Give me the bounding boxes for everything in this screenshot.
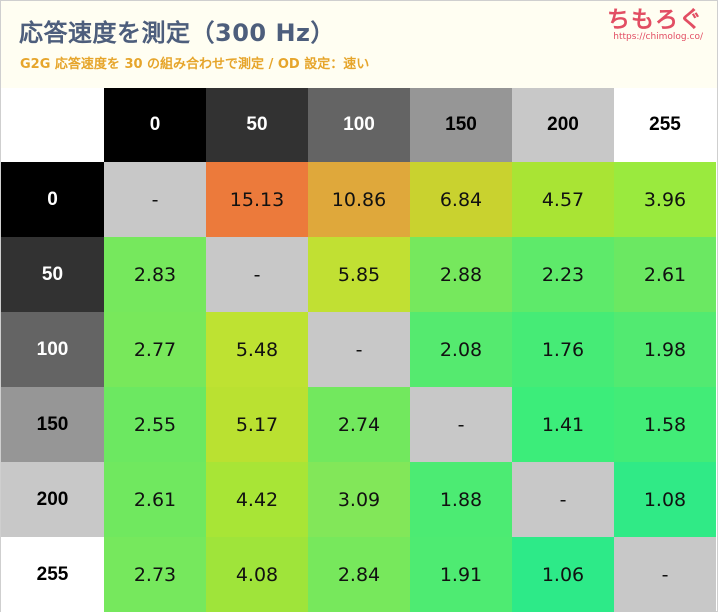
column-header: 100 (308, 88, 410, 162)
logo-text: ちもろぐ (607, 7, 703, 33)
data-cell: 1.08 (614, 462, 716, 537)
column-header: 255 (614, 88, 716, 162)
row-header: 50 (1, 237, 104, 312)
data-cell: 5.85 (308, 237, 410, 312)
data-cell: 1.76 (512, 312, 614, 387)
row-header: 150 (1, 387, 104, 462)
data-cell: - (308, 312, 410, 387)
column-header: 200 (512, 88, 614, 162)
data-cell: 2.61 (104, 462, 206, 537)
data-cell: 2.77 (104, 312, 206, 387)
row-header: 0 (1, 162, 104, 237)
row-header: 100 (1, 312, 104, 387)
data-cell: 5.17 (206, 387, 308, 462)
data-cell: 1.06 (512, 537, 614, 612)
data-cell: 1.91 (410, 537, 512, 612)
site-logo: ちもろぐ https://chimolog.co/ (607, 5, 703, 42)
column-header: 50 (206, 88, 308, 162)
data-cell: 2.88 (410, 237, 512, 312)
data-cell: 4.42 (206, 462, 308, 537)
data-cell: 3.96 (614, 162, 716, 237)
row-header: 255 (1, 537, 104, 612)
data-cell: 5.48 (206, 312, 308, 387)
data-cell: 2.83 (104, 237, 206, 312)
data-cell: 2.73 (104, 537, 206, 612)
data-cell: - (104, 162, 206, 237)
data-cell: 3.09 (308, 462, 410, 537)
chart-title: 応答速度を測定（300 Hz） (19, 19, 336, 47)
data-cell: - (206, 237, 308, 312)
data-cell: 10.86 (308, 162, 410, 237)
data-cell: 2.08 (410, 312, 512, 387)
column-header: 150 (410, 88, 512, 162)
data-cell: 2.61 (614, 237, 716, 312)
data-cell: 2.23 (512, 237, 614, 312)
data-cell: 15.13 (206, 162, 308, 237)
heatmap-grid: 0 50 100 150 200 255 0-15.13 10.86 6.84 4.57 3.96 5… (1, 88, 716, 612)
logo-url: https://chimolog.co/ (613, 32, 703, 42)
data-cell: 1.41 (512, 387, 614, 462)
column-header: 0 (104, 88, 206, 162)
grid-corner (1, 88, 104, 162)
data-cell: 2.74 (308, 387, 410, 462)
data-cell: 1.58 (614, 387, 716, 462)
data-cell: 1.98 (614, 312, 716, 387)
data-cell: 6.84 (410, 162, 512, 237)
data-cell: 1.88 (410, 462, 512, 537)
data-cell: - (410, 387, 512, 462)
data-cell: - (512, 462, 614, 537)
data-cell: 4.57 (512, 162, 614, 237)
data-cell: 2.55 (104, 387, 206, 462)
row-header: 200 (1, 462, 104, 537)
data-cell: 4.08 (206, 537, 308, 612)
data-cell: - (614, 537, 716, 612)
chart-subtitle: G2G 応答速度を 30 の組み合わせで測定 / OD 設定：速い (20, 57, 370, 72)
header-bar: 応答速度を測定（300 Hz） G2G 応答速度を 30 の組み合わせで測定 /… (1, 1, 717, 88)
data-cell: 2.84 (308, 537, 410, 612)
